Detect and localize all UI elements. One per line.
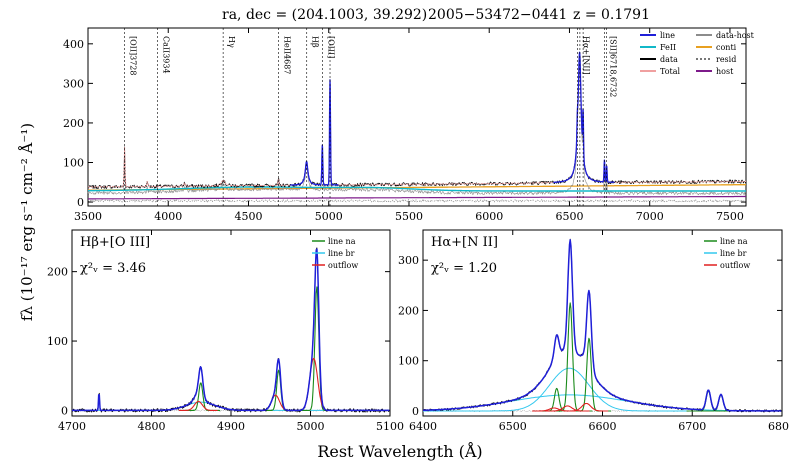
narrow-component <box>297 286 337 411</box>
spectrum-xtick-label: 4000 <box>154 210 182 223</box>
spectrum-ytick-label: 300 <box>63 77 84 90</box>
line-marker-label: Hγ <box>227 36 236 48</box>
legend-label: data <box>660 55 678 64</box>
legend-label: host <box>716 67 734 76</box>
header-redshift: z = 0.1791 <box>573 7 650 23</box>
legend-label: line na <box>328 237 356 246</box>
ha-xtick-label: 6500 <box>499 420 527 433</box>
header-plate: 2005−53472−0441 <box>428 7 567 23</box>
ha-ytick-label: 0 <box>412 405 419 418</box>
hb-xtick-label: 4800 <box>138 420 166 433</box>
line-model-series <box>71 248 390 412</box>
spectrum-xtick-label: 6500 <box>555 210 583 223</box>
spectrum-ytick-label: 0 <box>77 196 84 209</box>
legend-label: FeII <box>660 43 676 52</box>
line-marker-label: [OII]3728 <box>129 36 138 75</box>
ha-xtick-label: 6400 <box>409 420 437 433</box>
broad-component <box>423 367 782 412</box>
hb-xtick-label: 4700 <box>58 420 86 433</box>
panel-title: Hβ+[O III] <box>80 235 150 250</box>
outflow-component <box>545 405 590 412</box>
outflow-component <box>564 402 609 412</box>
legend-label: resid <box>716 55 736 64</box>
feii-series <box>87 186 747 192</box>
spectrum-xtick-label: 4500 <box>234 210 262 223</box>
line-marker-label: Hα+[NII] <box>582 36 591 75</box>
line-marker-label: CaII3934 <box>162 36 171 74</box>
spectrum-xtick-label: 6000 <box>475 210 503 223</box>
full-spectrum-panel: 3500 4000 4500 5000 5500 6000 6500 7000 7500 0 100… <box>63 27 755 223</box>
spectrum-xtick-label: 3500 <box>74 210 102 223</box>
ha-ytick-label: 300 <box>398 254 419 267</box>
ha-ytick-label: 100 <box>398 355 419 368</box>
spectrum-xtick-label: 7000 <box>636 210 664 223</box>
data-host-series <box>87 63 747 196</box>
spectrum-xtick-label: 7500 <box>716 210 744 223</box>
total-series <box>88 52 746 188</box>
ha-xtick-label: 6600 <box>589 420 617 433</box>
legend-label: line na <box>720 237 748 246</box>
hbeta-oiii-panel: 4700 4800 4900 5000 5100 0 100 200 Hβ+[O III] χ²ᵥ… <box>47 229 404 433</box>
spectrum-frame <box>87 27 747 207</box>
line-marker-label: HeII4687 <box>283 36 292 74</box>
data-series <box>87 53 747 189</box>
hb-ytick-label: 0 <box>61 404 68 417</box>
line-marker-label: [SII]6718,6732 <box>608 36 617 97</box>
spectrum-xtick-label: 5500 <box>395 210 423 223</box>
header-radec: ra, dec = (204.1003, 39.292) <box>222 7 427 23</box>
spectrum-xtick-label: 5000 <box>315 210 343 223</box>
hb-xtick-label: 5100 <box>376 420 404 433</box>
spectrum-ytick-label: 400 <box>63 38 84 51</box>
line-marker-label: [OIII] <box>326 36 335 58</box>
legend-label: outflow <box>328 261 358 270</box>
hb-xtick-label: 4900 <box>217 420 245 433</box>
ha-ytick-label: 200 <box>398 304 419 317</box>
chi2-label: χ²ᵥ = 1.20 <box>431 261 497 276</box>
legend-label: conti <box>716 43 737 52</box>
x-axis-label: Rest Wavelength (Å) <box>317 441 482 461</box>
hb-ytick-label: 200 <box>47 266 68 279</box>
spectrum-ytick-label: 100 <box>63 156 84 169</box>
hb-xtick-label: 5000 <box>297 420 325 433</box>
hb-ytick-label: 100 <box>47 335 68 348</box>
line-model-series <box>422 239 782 412</box>
host-series <box>87 195 747 200</box>
narrow-component <box>181 382 221 411</box>
legend-label: outflow <box>720 261 750 270</box>
legend-label: data-host <box>716 31 755 40</box>
ha-xtick-label: 6700 <box>678 420 706 433</box>
resid-series <box>87 199 747 203</box>
line-marker-label: Hβ <box>311 36 320 48</box>
line-model-series <box>552 51 615 184</box>
legend-label: line br <box>328 249 355 258</box>
outflow-component <box>178 400 218 411</box>
narrow-component <box>259 369 299 411</box>
legend-label: line <box>660 31 675 40</box>
legend-label: line br <box>720 249 747 258</box>
broad-component <box>423 394 782 412</box>
y-axis-label: fλ (10⁻¹⁷ erg s⁻¹ cm⁻² Å⁻¹) <box>18 123 36 321</box>
legend-label: Total <box>660 67 681 76</box>
line-model-series <box>289 79 339 186</box>
panel-title: Hα+[N II] <box>431 235 498 250</box>
spectrum-ytick-label: 200 <box>63 117 84 130</box>
chi2-label: χ²ᵥ = 3.46 <box>80 261 146 276</box>
